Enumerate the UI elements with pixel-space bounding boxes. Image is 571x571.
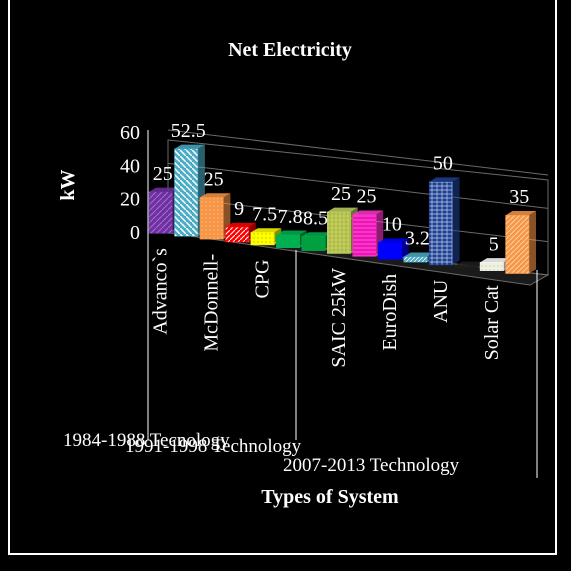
bar-front — [250, 232, 275, 246]
bar-top — [403, 252, 435, 257]
y-tick-label: 60 — [120, 122, 140, 144]
data-label: 10 — [382, 214, 402, 236]
data-label: 8.5 — [303, 207, 328, 229]
group-label-3: 2007-2013 Technology — [283, 455, 460, 476]
chart-title: Net Electricity — [228, 39, 352, 61]
category-label: McDonnell- — [201, 254, 223, 352]
data-label: 9 — [234, 198, 244, 220]
bar-top — [174, 144, 205, 149]
bar — [377, 238, 409, 260]
chart-frame — [8, 0, 557, 555]
bar-front — [301, 236, 326, 251]
bar-front — [327, 211, 351, 254]
bar — [352, 210, 384, 257]
data-label: 52.5 — [171, 120, 206, 142]
gridline — [167, 162, 549, 209]
bar-front — [403, 256, 428, 263]
bar-side — [452, 177, 460, 265]
data-label: 50 — [433, 153, 453, 175]
bar-front — [225, 226, 250, 243]
bar-top — [301, 232, 333, 237]
category-label: EuroDish — [379, 274, 401, 351]
x-axis-title: Types of System — [261, 486, 399, 508]
bar-top — [480, 258, 511, 263]
bar-top — [327, 207, 358, 212]
data-label: 5 — [489, 233, 499, 255]
bar-front — [352, 214, 377, 257]
bar-top — [276, 230, 307, 235]
data-label: 25 — [356, 186, 376, 208]
bars — [148, 144, 536, 274]
category-label: Advanco`s — [150, 248, 172, 335]
category-labels: Advanco`s McDonnell- CPG SAIC 25kW EuroDish A… — [150, 248, 503, 368]
category-label: ANU — [430, 279, 452, 323]
y-tick-labels: 0 20 40 60 — [120, 122, 140, 244]
bar-top — [505, 211, 536, 216]
bar-front — [199, 197, 224, 240]
bar-top — [225, 222, 256, 228]
y-tick-label: 20 — [120, 189, 140, 211]
bar-front — [505, 214, 530, 274]
bar-top — [149, 187, 180, 192]
bar-front — [174, 148, 199, 237]
category-label: CPG — [252, 260, 274, 299]
gridline — [167, 129, 549, 176]
bar-top — [199, 193, 231, 198]
bar-top — [454, 261, 486, 266]
category-label: SAIC 25kW — [328, 268, 350, 368]
y-tick-label: 40 — [120, 155, 140, 177]
bar-front — [428, 181, 453, 266]
bar-top — [352, 210, 384, 215]
group-label-1: 1984-1988 Tecnology — [63, 430, 230, 451]
y-axis-title: kW — [57, 169, 79, 200]
group-label-2: 1991-1998 Technology — [125, 436, 302, 457]
y-tick-label: 0 — [130, 222, 140, 244]
data-label: 35 — [509, 186, 529, 208]
data-label: 25 — [153, 163, 173, 185]
bar — [505, 211, 536, 274]
bar-top — [429, 177, 460, 182]
bar-side — [401, 238, 409, 260]
data-label: 7.8 — [278, 206, 303, 228]
bar-front — [276, 234, 301, 249]
bar-front — [454, 265, 479, 269]
bar-front — [377, 242, 402, 260]
bar-side — [528, 211, 536, 274]
bar — [199, 193, 231, 240]
bar-front — [148, 191, 173, 234]
data-label: 25 — [204, 168, 224, 190]
category-label: Solar Cat — [481, 285, 503, 360]
bar-front — [479, 262, 504, 271]
bar — [428, 177, 460, 266]
bar-top — [250, 228, 282, 233]
data-label: 3.2 — [405, 228, 430, 250]
data-label: 25 — [331, 183, 351, 205]
bar — [225, 222, 256, 243]
bar-top — [378, 238, 409, 243]
data-label: 7.5 — [252, 203, 277, 225]
